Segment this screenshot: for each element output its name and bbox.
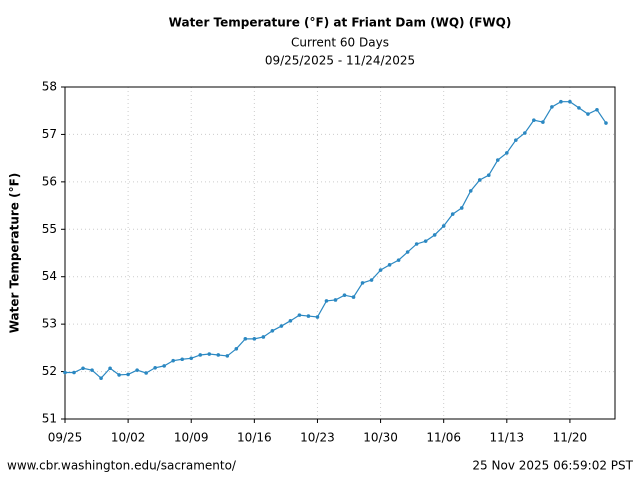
y-tick-label: 54 <box>42 269 57 283</box>
x-tick-label: 10/23 <box>300 431 335 445</box>
data-point <box>135 368 139 372</box>
data-point <box>63 370 67 375</box>
data-point <box>99 376 103 381</box>
x-tick-label: 11/13 <box>490 431 525 445</box>
data-point <box>72 370 76 375</box>
data-point <box>441 224 446 228</box>
data-point <box>153 365 157 370</box>
data-point <box>306 314 311 318</box>
data-point <box>333 298 338 302</box>
data-point <box>369 278 374 282</box>
y-tick-label: 53 <box>42 317 57 331</box>
data-point <box>432 233 437 237</box>
y-tick-label: 51 <box>42 412 57 426</box>
y-tick-label: 56 <box>42 174 57 188</box>
plot-frame <box>64 86 616 420</box>
y-tick-label: 55 <box>42 222 57 236</box>
chart-title: Water Temperature (°F) at Friant Dam (WQ… <box>169 16 512 30</box>
x-tick-label: 10/16 <box>237 431 272 445</box>
data-point <box>450 212 455 216</box>
data-point <box>162 364 166 368</box>
x-tick-label: 10/09 <box>174 431 209 445</box>
data-point <box>342 293 347 298</box>
data-point <box>459 206 464 210</box>
data-point <box>234 347 239 351</box>
data-point <box>216 353 221 357</box>
data-point <box>604 121 608 125</box>
x-tick-label: 11/20 <box>553 431 588 445</box>
data-point <box>189 356 194 361</box>
data-point <box>514 138 518 142</box>
data-point <box>495 158 500 162</box>
data-point <box>261 335 266 339</box>
data-point <box>550 105 554 109</box>
timestamp: 25 Nov 2025 06:59:02 PST <box>472 459 633 473</box>
data-point <box>595 107 599 112</box>
data-point <box>324 299 329 303</box>
data-point <box>243 337 248 341</box>
data-point <box>90 368 94 372</box>
data-point <box>586 112 590 116</box>
data-point <box>108 366 112 371</box>
source-url: www.cbr.washington.edu/sacramento/ <box>7 459 237 473</box>
data-point <box>180 357 185 362</box>
data-point <box>523 131 527 135</box>
date-range: 09/25/2025 - 11/24/2025 <box>265 54 415 68</box>
y-tick-label: 57 <box>42 127 57 141</box>
x-tick-label: 11/06 <box>426 431 461 445</box>
data-point <box>252 337 257 341</box>
x-tick-label: 09/25 <box>48 431 83 445</box>
data-point <box>81 366 85 371</box>
data-point <box>396 258 401 262</box>
data-point <box>505 151 509 155</box>
data-point <box>360 281 365 285</box>
data-point <box>577 106 581 110</box>
data-point <box>225 354 230 358</box>
data-point <box>559 99 563 104</box>
data-point <box>288 319 293 323</box>
data-point <box>270 328 275 333</box>
y-tick-label: 52 <box>42 364 57 378</box>
data-point <box>117 373 121 377</box>
data-point <box>279 324 284 328</box>
data-point <box>297 313 302 317</box>
data-point <box>414 242 419 246</box>
data-point <box>468 189 473 193</box>
data-point <box>351 295 356 299</box>
data-point <box>207 352 212 356</box>
data-point <box>387 263 392 267</box>
data-point <box>405 250 410 254</box>
x-tick-label: 10/30 <box>363 431 398 445</box>
data-point <box>198 353 203 357</box>
data-point <box>378 268 383 272</box>
data-line <box>65 101 607 380</box>
x-tick-label: 10/02 <box>111 431 146 445</box>
data-point <box>532 118 536 122</box>
data-point <box>126 372 130 377</box>
data-point <box>568 99 572 104</box>
data-point <box>486 173 491 178</box>
chart-subtitle: Current 60 Days <box>291 36 389 50</box>
data-point <box>541 120 545 124</box>
y-axis-label: Water Temperature (°F) <box>8 173 22 334</box>
data-point <box>144 371 148 375</box>
data-point <box>477 178 482 182</box>
data-point <box>171 358 175 363</box>
data-point <box>315 315 320 319</box>
y-tick-label: 58 <box>42 80 57 94</box>
data-point <box>423 239 428 243</box>
